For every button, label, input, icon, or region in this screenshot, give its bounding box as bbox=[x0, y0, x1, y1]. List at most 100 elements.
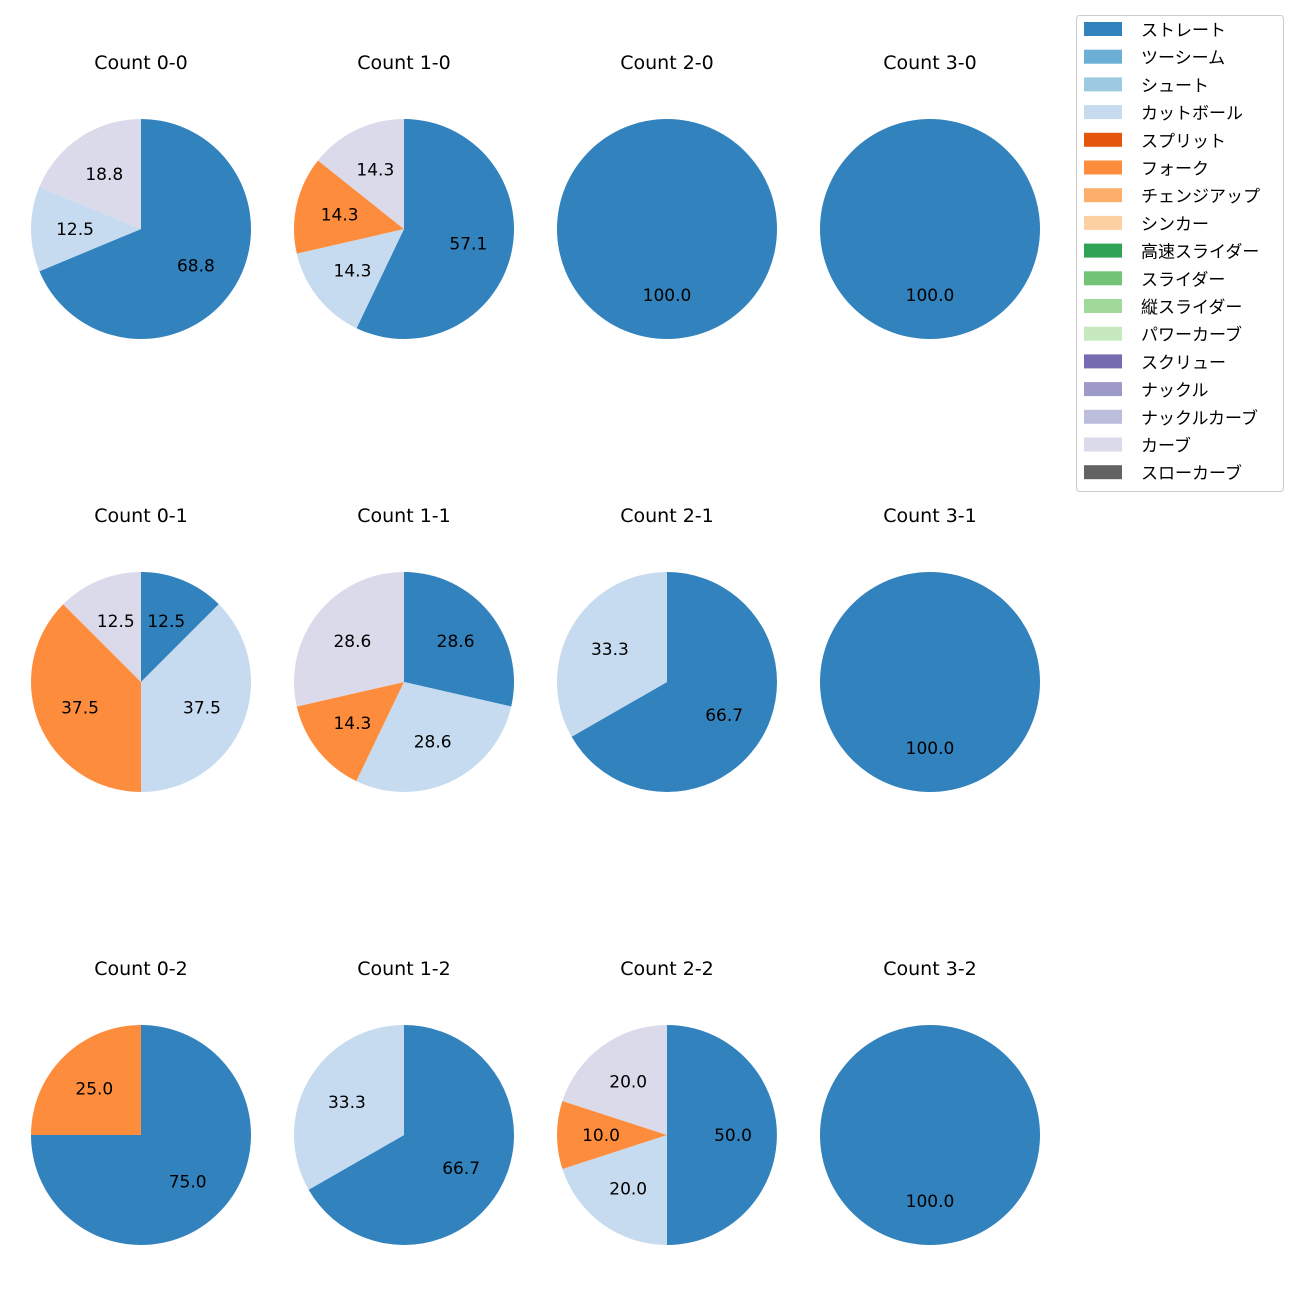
slice-label: 14.3 bbox=[334, 261, 372, 281]
legend-label: カットボール bbox=[1141, 104, 1243, 124]
legend-item: ナックル bbox=[1084, 381, 1209, 401]
legend-item: スクリュー bbox=[1084, 353, 1226, 373]
pie-slice bbox=[562, 1135, 667, 1245]
legend-swatch bbox=[1084, 382, 1122, 397]
chart-title: Count 2-0 bbox=[620, 52, 714, 74]
legend-item: シンカー bbox=[1084, 215, 1209, 235]
chart-title: Count 0-1 bbox=[94, 505, 188, 527]
legend-item: カットボール bbox=[1084, 104, 1243, 124]
pie-slice bbox=[296, 229, 404, 329]
pie-chart: Count 3-0 100.0 bbox=[820, 52, 1040, 339]
legend-label: スローカーブ bbox=[1141, 463, 1242, 484]
legend-label: チェンジアップ bbox=[1141, 187, 1260, 207]
legend-swatch bbox=[1084, 215, 1122, 230]
slice-label: 25.0 bbox=[75, 1079, 113, 1099]
legend-label: スクリュー bbox=[1141, 353, 1226, 373]
chart-title: Count 1-0 bbox=[357, 52, 451, 74]
legend-item: フォーク bbox=[1084, 160, 1209, 180]
legend-swatch bbox=[1084, 326, 1122, 341]
legend-swatch bbox=[1084, 299, 1122, 313]
pie-chart: Count 2-2 50.0 20.0 10.0 20.0 bbox=[557, 958, 777, 1245]
legend-swatch bbox=[1084, 437, 1122, 452]
pie-slice bbox=[293, 160, 404, 254]
legend-label: ナックルカーブ bbox=[1141, 408, 1258, 429]
slice-label: 37.5 bbox=[61, 698, 99, 718]
legend-label: フォーク bbox=[1141, 160, 1209, 180]
legend-swatch bbox=[1084, 243, 1122, 258]
pie-slice bbox=[556, 572, 667, 737]
pie-slice bbox=[141, 572, 219, 682]
slice-label: 68.8 bbox=[177, 257, 215, 277]
slice-label: 28.6 bbox=[333, 632, 371, 652]
slice-label: 66.7 bbox=[705, 706, 743, 726]
pie-slice bbox=[31, 1025, 141, 1135]
legend-item: ストレート bbox=[1084, 21, 1226, 41]
slice-label: 100.0 bbox=[643, 286, 692, 306]
slice-label: 14.3 bbox=[321, 205, 359, 225]
legend: ストレートツーシームシュートカットボールスプリットフォークチェンジアップシンカー… bbox=[1076, 15, 1284, 492]
pie-slice bbox=[39, 119, 141, 229]
slice-label: 50.0 bbox=[714, 1126, 752, 1146]
slice-label: 100.0 bbox=[906, 1192, 955, 1212]
slice-label: 28.6 bbox=[414, 732, 452, 752]
pie-slice bbox=[317, 118, 404, 229]
legend-label: スプリット bbox=[1141, 132, 1226, 152]
legend-item: カーブ bbox=[1084, 436, 1191, 457]
legend-swatch bbox=[1084, 132, 1122, 147]
slice-label: 12.5 bbox=[147, 612, 185, 632]
pie-chart: Count 0-0 68.8 12.5 18.8 bbox=[30, 52, 251, 339]
slice-label: 100.0 bbox=[906, 286, 955, 306]
pie-slice bbox=[293, 1025, 404, 1190]
legend-label: シュート bbox=[1141, 76, 1209, 96]
pie-slice bbox=[308, 1025, 514, 1245]
pie-slice bbox=[63, 572, 141, 682]
slice-label: 100.0 bbox=[906, 739, 955, 759]
legend-item: スローカーブ bbox=[1084, 463, 1242, 484]
chart-title: Count 2-2 bbox=[620, 958, 714, 980]
chart-title: Count 3-2 bbox=[883, 958, 977, 980]
slice-label: 10.0 bbox=[582, 1126, 620, 1146]
slice-label: 33.3 bbox=[591, 640, 629, 660]
slice-label: 12.5 bbox=[97, 612, 135, 632]
legend-item: チェンジアップ bbox=[1084, 187, 1260, 207]
legend-swatch bbox=[1084, 77, 1122, 92]
chart-title: Count 1-1 bbox=[357, 505, 451, 527]
pie-chart: Count 3-2 100.0 bbox=[820, 958, 1040, 1245]
legend-label: スライダー bbox=[1141, 270, 1225, 290]
legend-label: ツーシーム bbox=[1141, 49, 1225, 69]
pie-chart: Count 1-2 66.7 33.3 bbox=[293, 958, 514, 1245]
pie-chart: Count 3-1 100.0 bbox=[820, 505, 1040, 792]
legend-item: 縦スライダー bbox=[1084, 298, 1242, 318]
pie-slice bbox=[141, 604, 251, 792]
pie-slice bbox=[30, 187, 142, 272]
legend-label: ストレート bbox=[1141, 21, 1226, 41]
pie-charts: Count 0-0 68.8 12.5 18.8 Count 1-0 57.1 14.3 14… bbox=[30, 52, 1040, 1245]
slice-label: 37.5 bbox=[183, 698, 221, 718]
pie-slice bbox=[557, 1101, 667, 1169]
chart-title: Count 1-2 bbox=[357, 958, 451, 980]
slice-label: 18.8 bbox=[85, 165, 123, 185]
legend-item: 高速スライダー bbox=[1084, 243, 1259, 263]
legend-frame bbox=[1076, 15, 1284, 492]
legend-swatch bbox=[1084, 188, 1122, 203]
pie-chart: Count 2-0 100.0 bbox=[557, 52, 777, 339]
pie-slice bbox=[404, 572, 514, 707]
pie-slice bbox=[667, 1025, 777, 1245]
pie-chart: Count 2-1 66.7 33.3 bbox=[556, 505, 777, 792]
slice-label: 20.0 bbox=[609, 1179, 647, 1199]
legend-item: パワーカーブ bbox=[1084, 325, 1242, 346]
legend-item: スプリット bbox=[1084, 132, 1226, 152]
slice-label: 33.3 bbox=[328, 1093, 366, 1113]
chart-title: Count 3-1 bbox=[883, 505, 977, 527]
pie-slice bbox=[820, 572, 1040, 792]
slice-label: 66.7 bbox=[442, 1159, 480, 1179]
legend-item: シュート bbox=[1084, 76, 1209, 96]
legend-label: パワーカーブ bbox=[1141, 325, 1242, 346]
legend-swatch bbox=[1084, 49, 1122, 64]
pie-chart: Count 0-2 75.0 25.0 bbox=[31, 958, 251, 1245]
pie-chart: Count 1-1 28.6 28.6 14.3 28.6 bbox=[294, 505, 514, 792]
legend-item: ナックルカーブ bbox=[1084, 408, 1258, 429]
legend-swatch bbox=[1084, 465, 1122, 480]
legend-label: シンカー bbox=[1141, 215, 1209, 235]
